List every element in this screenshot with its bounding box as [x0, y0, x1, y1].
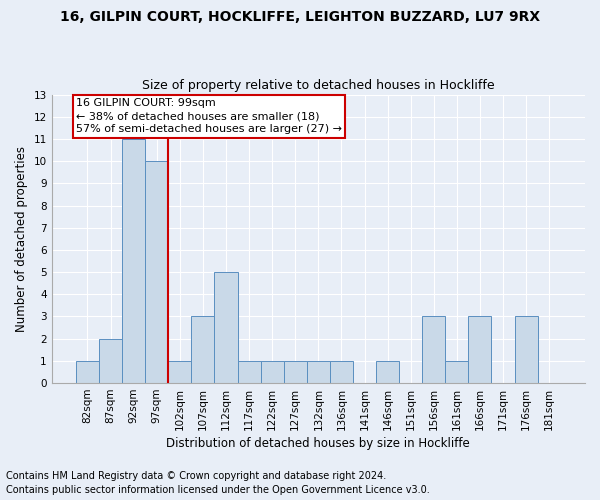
Bar	[284, 361, 307, 383]
Bar	[515, 316, 538, 383]
Bar	[260, 361, 284, 383]
Bar	[168, 361, 191, 383]
Bar	[214, 272, 238, 383]
Text: Contains HM Land Registry data © Crown copyright and database right 2024.
Contai: Contains HM Land Registry data © Crown c…	[6, 471, 430, 495]
Bar	[445, 361, 469, 383]
Bar	[99, 338, 122, 383]
Text: 16, GILPIN COURT, HOCKLIFFE, LEIGHTON BUZZARD, LU7 9RX: 16, GILPIN COURT, HOCKLIFFE, LEIGHTON BU…	[60, 10, 540, 24]
Bar	[422, 316, 445, 383]
Bar	[307, 361, 330, 383]
Bar	[469, 316, 491, 383]
X-axis label: Distribution of detached houses by size in Hockliffe: Distribution of detached houses by size …	[166, 437, 470, 450]
Text: 16 GILPIN COURT: 99sqm
← 38% of detached houses are smaller (18)
57% of semi-det: 16 GILPIN COURT: 99sqm ← 38% of detached…	[76, 98, 342, 134]
Bar	[145, 161, 168, 383]
Bar	[191, 316, 214, 383]
Y-axis label: Number of detached properties: Number of detached properties	[15, 146, 28, 332]
Title: Size of property relative to detached houses in Hockliffe: Size of property relative to detached ho…	[142, 79, 494, 92]
Bar	[376, 361, 399, 383]
Bar	[238, 361, 260, 383]
Bar	[330, 361, 353, 383]
Bar	[122, 139, 145, 383]
Bar	[76, 361, 99, 383]
